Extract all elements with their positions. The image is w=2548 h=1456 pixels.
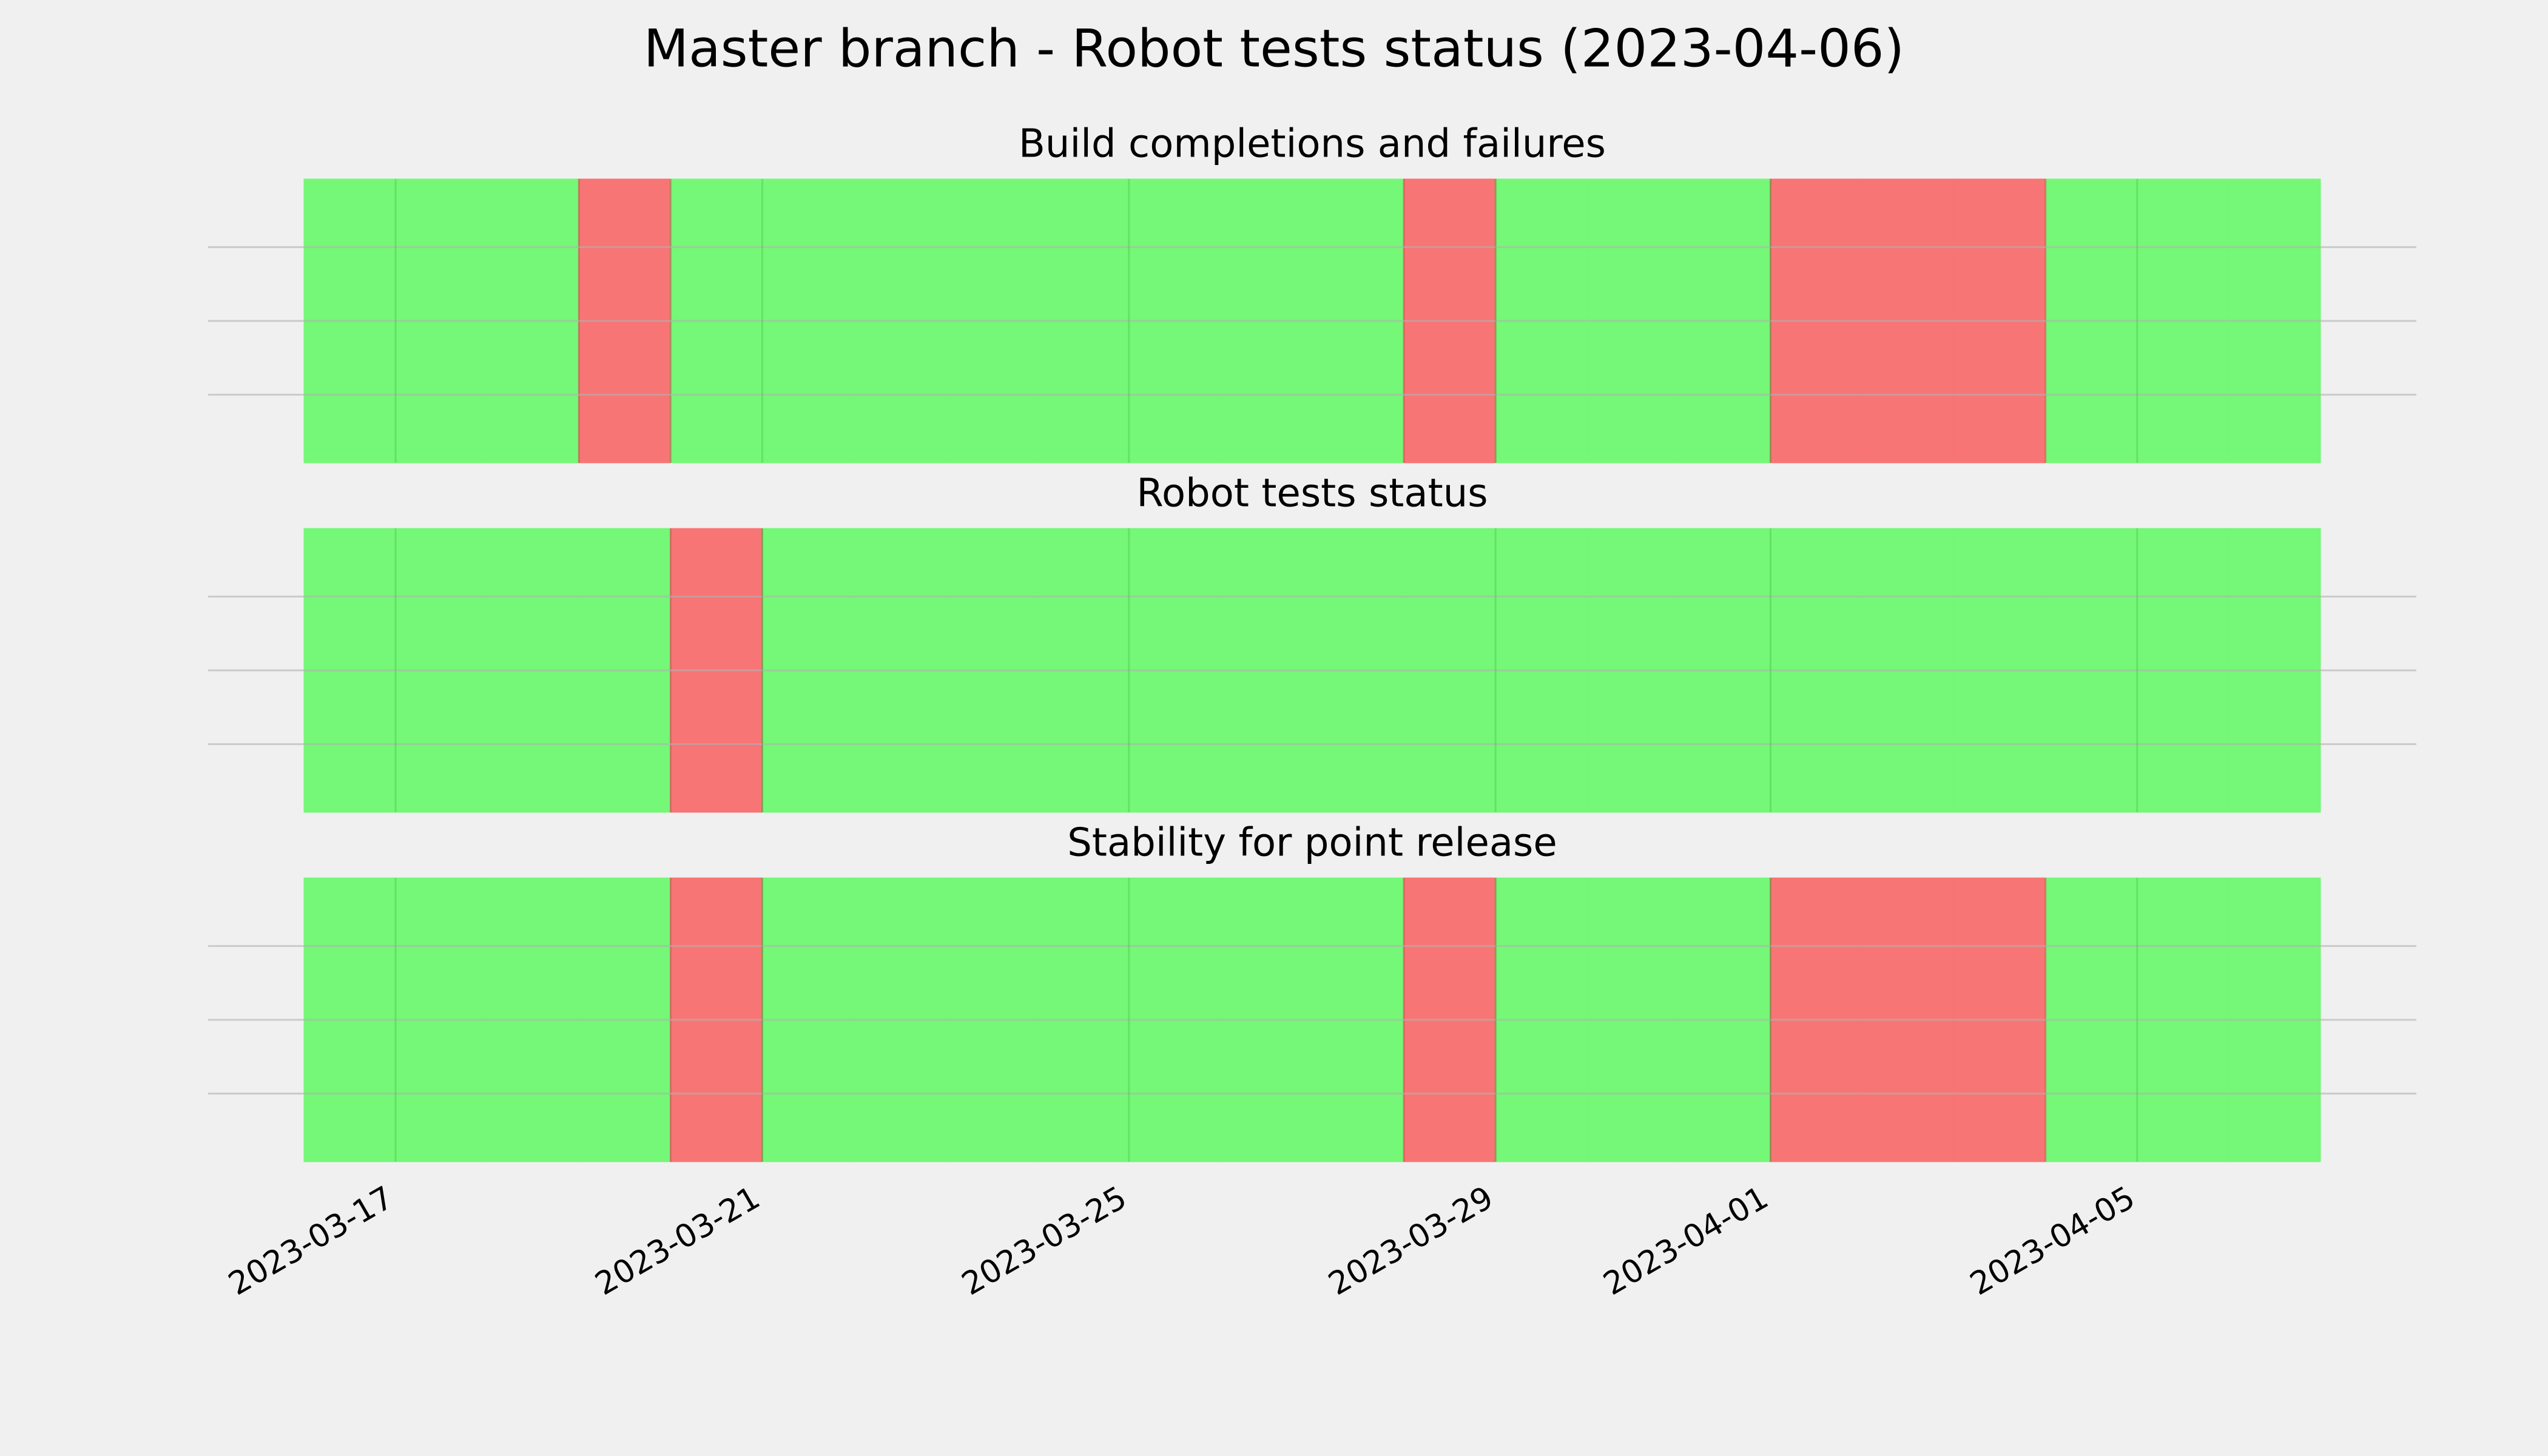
chart-title: Master branch - Robot tests status (2023…	[644, 18, 1904, 79]
panel-title: Stability for point release	[1067, 821, 1557, 866]
panel-title: Robot tests status	[1136, 471, 1488, 516]
panel-title: Build completions and failures	[1019, 122, 1606, 167]
